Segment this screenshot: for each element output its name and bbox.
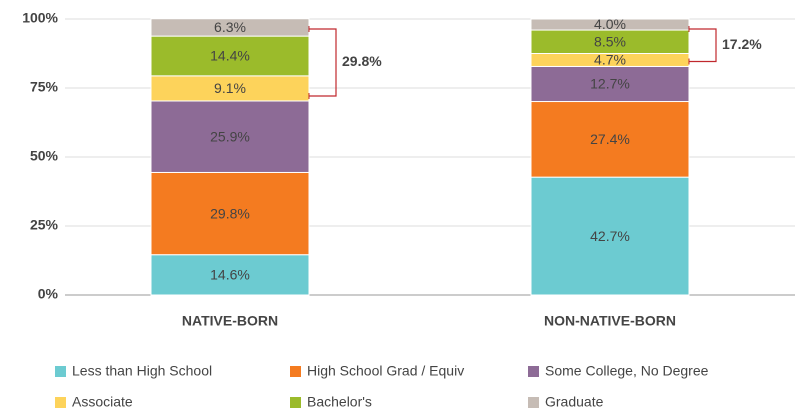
- data-label: 29.8%: [210, 205, 250, 221]
- data-label: 8.5%: [594, 33, 626, 49]
- bar-segment: [530, 176, 690, 296]
- legend-swatch: [55, 397, 66, 408]
- annotation: 17.2%: [722, 36, 762, 52]
- data-label: 4.7%: [594, 52, 626, 68]
- bar-segment: [530, 101, 690, 178]
- x-tick-label: NATIVE-BORN: [182, 313, 278, 329]
- data-label: 12.7%: [590, 76, 630, 92]
- y-tick-label: 50%: [30, 148, 59, 164]
- legend-swatch: [290, 397, 301, 408]
- legend-label: Less than High School: [72, 363, 212, 379]
- data-label: 14.6%: [210, 267, 250, 283]
- data-label: 42.7%: [590, 228, 630, 244]
- legend-swatch: [528, 366, 539, 377]
- y-tick-label: 25%: [30, 217, 59, 233]
- legend-label: Some College, No Degree: [545, 363, 709, 379]
- bar-segment: [150, 171, 310, 256]
- annotation: 29.8%: [342, 53, 382, 69]
- legend-swatch: [55, 366, 66, 377]
- data-label: 14.4%: [210, 48, 250, 64]
- x-tick-label: NON-NATIVE-BORN: [544, 313, 676, 329]
- legend-swatch: [528, 397, 539, 408]
- bracket: [309, 28, 337, 97]
- legend-label: Graduate: [545, 394, 604, 410]
- data-label: 9.1%: [214, 80, 246, 96]
- y-tick-label: 100%: [22, 10, 58, 26]
- y-tick-label: 75%: [30, 79, 59, 95]
- bracket: [689, 28, 717, 63]
- bar-segment: [150, 254, 310, 296]
- bar-segment: [530, 18, 690, 31]
- data-label: 27.4%: [590, 131, 630, 147]
- legend-swatch: [290, 366, 301, 377]
- bar-segment: [530, 65, 690, 103]
- legend-label: Associate: [72, 394, 133, 410]
- legend-label: Bachelor's: [307, 394, 372, 410]
- data-label: 25.9%: [210, 128, 250, 144]
- data-label: 6.3%: [214, 19, 246, 35]
- data-label: 4.0%: [594, 16, 626, 32]
- legend-label: High School Grad / Equiv: [307, 363, 464, 379]
- y-tick-label: 0%: [38, 286, 59, 302]
